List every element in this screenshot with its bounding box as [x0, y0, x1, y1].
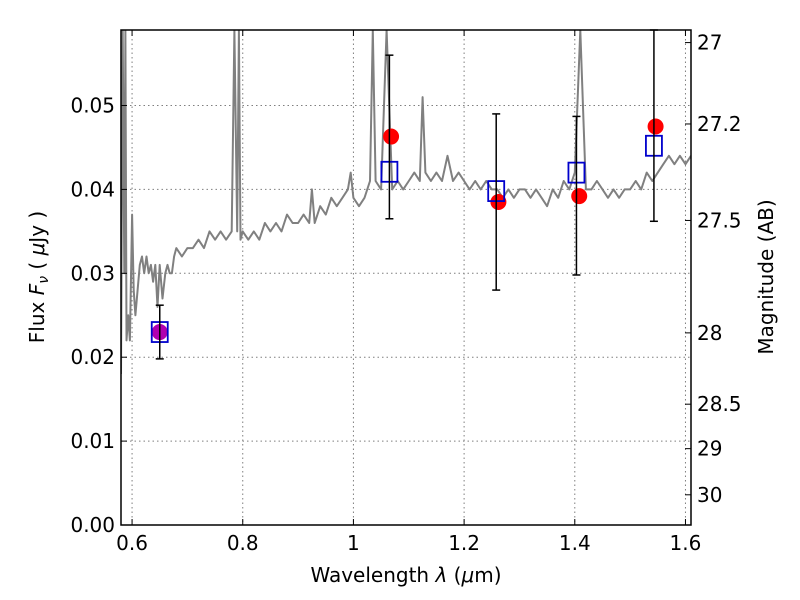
y2-tick-label: 28.5 — [697, 392, 742, 416]
plot-area — [121, 29, 691, 375]
y-tick-label: 0.01 — [70, 429, 115, 453]
y-tick-label: 0.04 — [70, 177, 115, 201]
x-tick-label: 1 — [347, 531, 360, 555]
y2-tick-label: 28 — [697, 321, 722, 345]
y2-tick-label: 27.5 — [697, 208, 742, 232]
y-axis-label: Flux Fν ( μJy ) — [25, 211, 52, 343]
x-axis-label: Wavelength λ (μm) — [310, 563, 501, 587]
y-tick-label: 0.05 — [70, 94, 115, 118]
y-tick-label: 0.03 — [70, 261, 115, 285]
y2-tick-label: 29 — [697, 437, 722, 461]
y-tick-label: 0.02 — [70, 345, 115, 369]
x-tick-label: 1.2 — [448, 531, 480, 555]
plot-frame — [120, 29, 692, 526]
x-tick-label: 1.6 — [670, 531, 702, 555]
observed-flux-point — [383, 128, 400, 145]
model-spectrum-line — [121, 30, 691, 375]
y2-tick-label: 27.2 — [697, 112, 742, 136]
grid — [121, 30, 691, 526]
y2-axis-label: Magnitude (AB) — [754, 199, 778, 354]
y2-tick-label: 27 — [697, 31, 722, 55]
observed-flux-point — [647, 118, 664, 135]
y2-tick-label: 30 — [697, 483, 722, 507]
y-tick-label: 0.00 — [70, 513, 115, 537]
axis-ticks: 0.6 0.8 1 1.2 1.4 1.6 0.00 0.01 0.02 0.03 0.04 0.05… — [70, 30, 742, 555]
x-tick-label: 0.6 — [116, 531, 148, 555]
x-tick-label: 1.4 — [559, 531, 591, 555]
observed-flux-point — [571, 188, 588, 205]
x-tick-label: 0.8 — [227, 531, 259, 555]
observed-flux-point — [490, 193, 507, 210]
